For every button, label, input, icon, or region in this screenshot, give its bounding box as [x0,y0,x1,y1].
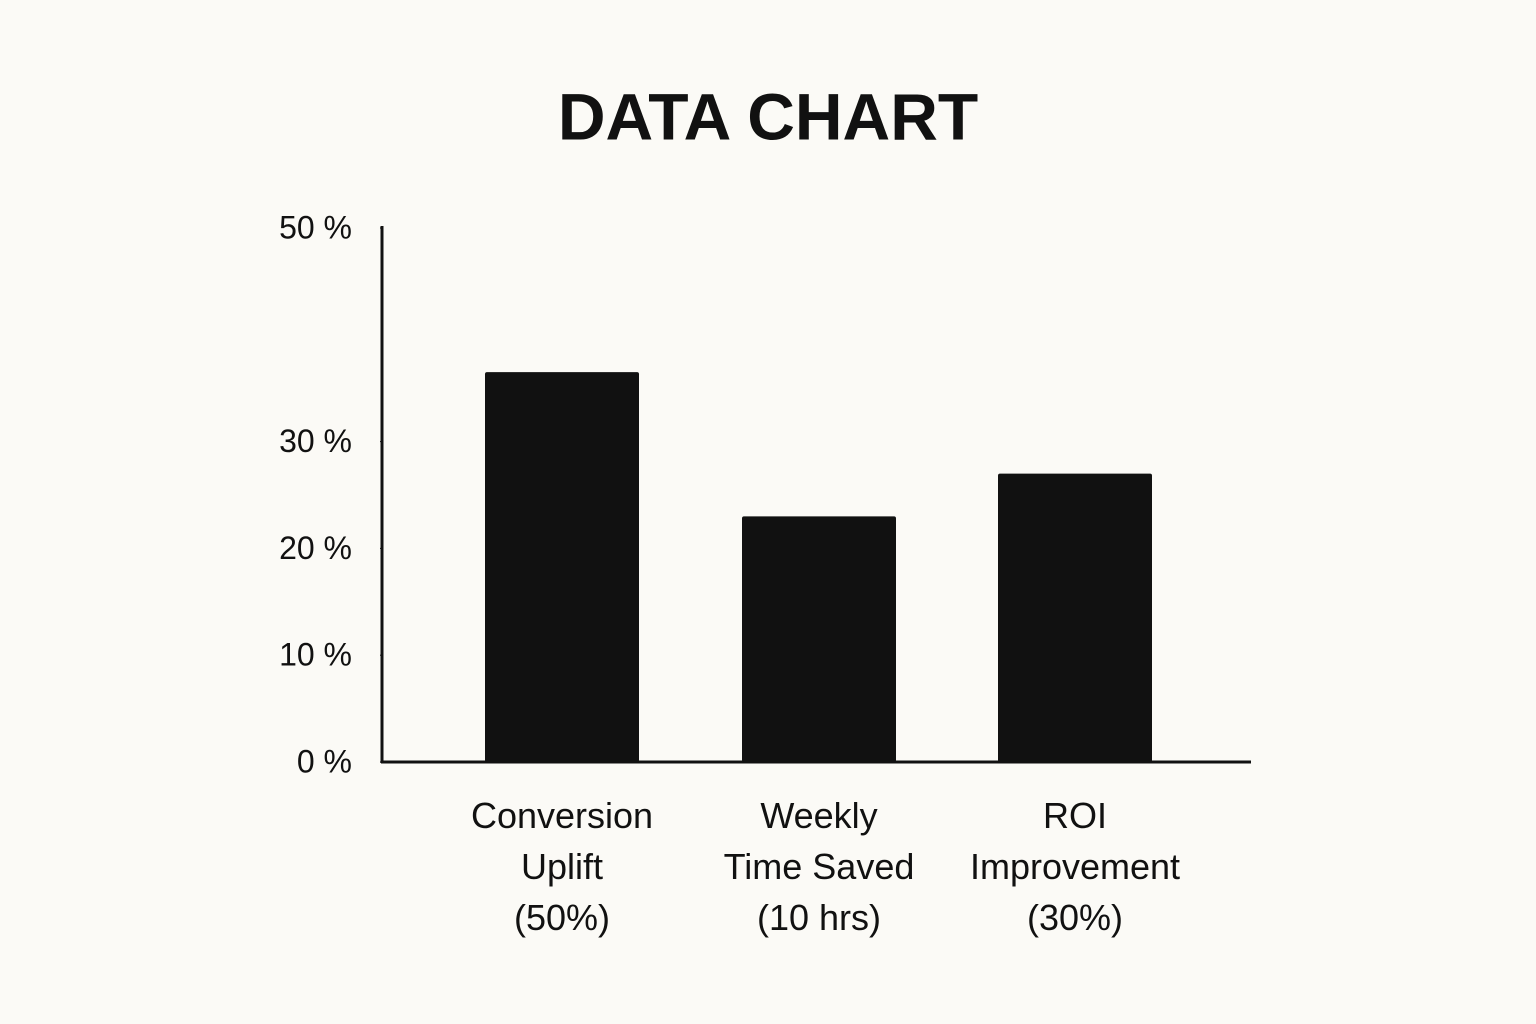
y-tick-label: 10 % [279,637,352,673]
y-tick-label: 20 % [279,530,352,566]
y-tick-label: 0 % [297,743,352,779]
x-tick-label: Conversion Uplift (50%) [470,795,654,938]
y-tick-label: 30 % [279,423,352,459]
chart-title: DATA CHART [558,79,978,153]
bar [742,516,896,762]
x-tick-label: ROI Improvement (30%) [969,795,1181,938]
x-tick-label: Weekly Time Saved (10 hrs) [723,795,915,938]
y-tick-label: 50 % [279,209,352,245]
bar [998,473,1152,762]
bar [485,372,639,762]
